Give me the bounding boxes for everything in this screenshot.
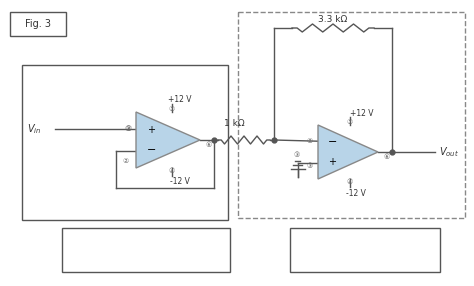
Text: ④: ④ <box>347 179 353 185</box>
Bar <box>290 228 440 272</box>
Text: Fig. 3: Fig. 3 <box>25 19 51 29</box>
Text: +12 V: +12 V <box>168 96 192 104</box>
Text: $V_{in}$: $V_{in}$ <box>27 122 41 136</box>
Text: ⑥: ⑥ <box>384 154 390 160</box>
Text: ③: ③ <box>307 163 313 169</box>
Text: 1 kΩ: 1 kΩ <box>224 120 244 128</box>
Text: +12 V: +12 V <box>350 108 374 118</box>
Text: -12 V: -12 V <box>346 188 366 198</box>
Text: -12 V: -12 V <box>170 178 190 186</box>
Text: +: + <box>147 125 155 135</box>
Bar <box>22 65 228 220</box>
Text: ②: ② <box>307 138 313 144</box>
Text: ⑦: ⑦ <box>169 106 175 112</box>
Bar <box>10 12 66 36</box>
Text: voltage follower
(chip 1): voltage follower (chip 1) <box>107 239 185 261</box>
Text: ③: ③ <box>125 126 131 132</box>
Text: ②: ② <box>123 158 129 164</box>
Polygon shape <box>318 125 378 179</box>
Text: ④: ④ <box>126 126 132 132</box>
Text: −: − <box>146 145 156 155</box>
Text: ③: ③ <box>294 152 300 158</box>
Bar <box>62 228 230 272</box>
Text: ⑥: ⑥ <box>206 142 212 148</box>
Polygon shape <box>136 112 200 168</box>
Text: ④: ④ <box>169 168 175 174</box>
Text: −: − <box>328 137 337 147</box>
Text: inverting amp
(chip 2): inverting amp (chip 2) <box>331 239 399 261</box>
Text: ⑦: ⑦ <box>347 119 353 125</box>
Text: 3.3 kΩ: 3.3 kΩ <box>319 15 347 23</box>
Text: $V_{out}$: $V_{out}$ <box>439 145 459 159</box>
Bar <box>238 12 465 218</box>
Text: +: + <box>328 157 337 167</box>
